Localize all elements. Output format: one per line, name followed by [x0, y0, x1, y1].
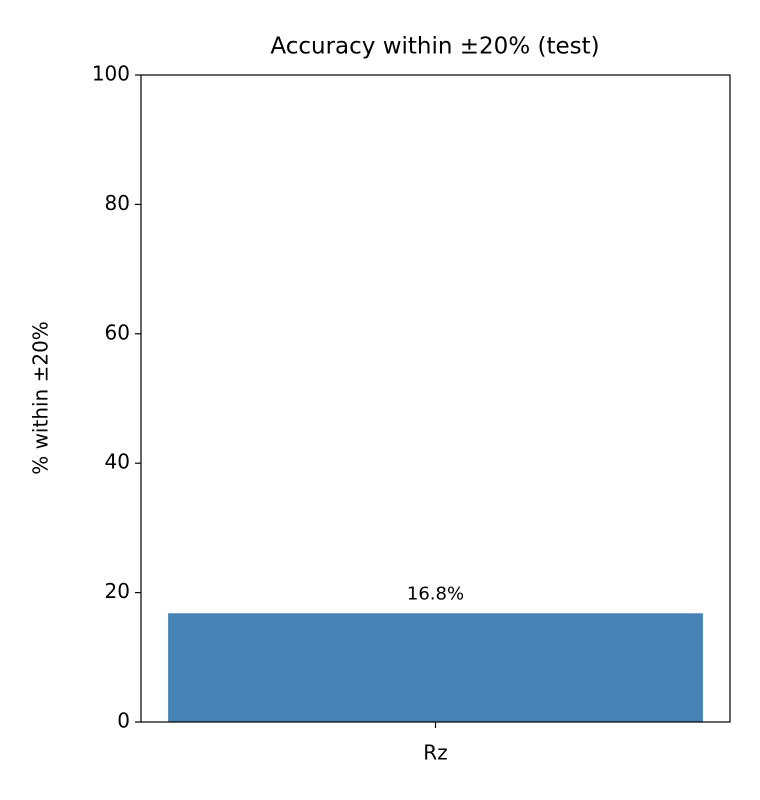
chart-title: Accuracy within ±20% (test): [270, 34, 599, 60]
y-tick-label: 0: [117, 709, 130, 733]
y-tick-label: 40: [105, 450, 130, 474]
x-tick-label: Rz: [423, 741, 447, 765]
y-axis-label: % within ±20%: [29, 321, 53, 475]
y-tick-label: 60: [105, 320, 130, 344]
bar: [168, 613, 703, 722]
value-label: 16.8%: [407, 583, 464, 604]
y-tick-label: 20: [105, 579, 130, 603]
plot-frame: [140, 74, 731, 723]
y-tick-label: 100: [92, 62, 130, 86]
y-tick-label: 80: [105, 191, 130, 215]
